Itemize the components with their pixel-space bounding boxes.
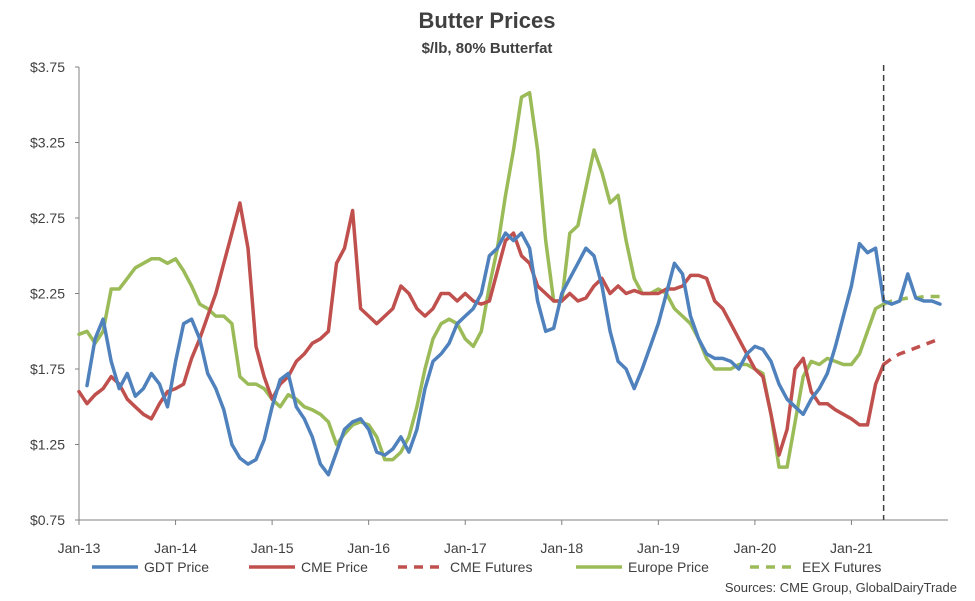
- y-tick-label: $2.25: [30, 286, 65, 302]
- series-cme-price-line: [77, 201, 886, 457]
- x-tick-label: Jan-15: [251, 540, 294, 556]
- x-tick-label: Jan-17: [444, 540, 487, 556]
- y-tick-label: $3.75: [30, 59, 65, 75]
- chart-subtitle: $/lb, 80% Butterfat: [422, 40, 553, 57]
- y-axis: $0.75 $1.25 $1.75 $2.25 $2.75 $3.25 $3.75: [30, 59, 80, 528]
- x-tick-label: Jan-21: [830, 540, 873, 556]
- y-tick-label: $1.25: [30, 437, 65, 453]
- y-tick-label: $3.25: [30, 135, 65, 151]
- legend-label-gdt-price: GDT Price: [144, 559, 209, 575]
- series-cme-futures-line: [882, 337, 941, 366]
- x-tick-label: Jan-16: [347, 540, 390, 556]
- series-europe-price-line: [77, 90, 886, 469]
- legend-label-cme-futures: CME Futures: [450, 559, 532, 575]
- y-tick-label: $1.75: [30, 361, 65, 377]
- x-tick-label: Jan-13: [58, 540, 101, 556]
- x-tick-label: Jan-14: [154, 540, 197, 556]
- legend: GDT Price CME Price CME Futures Europe Pric…: [92, 559, 881, 575]
- chart-source: Sources: CME Group, GlobalDairyTrade: [725, 580, 957, 595]
- y-tick-label: $0.75: [30, 512, 65, 528]
- y-tick-label: $2.75: [30, 210, 65, 226]
- series-layer: [77, 90, 942, 477]
- x-tick-label: Jan-19: [637, 540, 680, 556]
- series-gdt-price-line: [85, 231, 942, 477]
- legend-label-cme-price: CME Price: [301, 559, 368, 575]
- x-tick-label: Jan-18: [540, 540, 583, 556]
- x-axis: Jan-13 Jan-14 Jan-15 Jan-16 Jan-17 Jan-18 Jan-…: [58, 519, 948, 556]
- legend-label-europe-price: Europe Price: [628, 559, 709, 575]
- legend-label-eex-futures: EEX Futures: [802, 559, 881, 575]
- x-tick-label: Jan-20: [733, 540, 776, 556]
- chart-title: Butter Prices: [419, 8, 556, 33]
